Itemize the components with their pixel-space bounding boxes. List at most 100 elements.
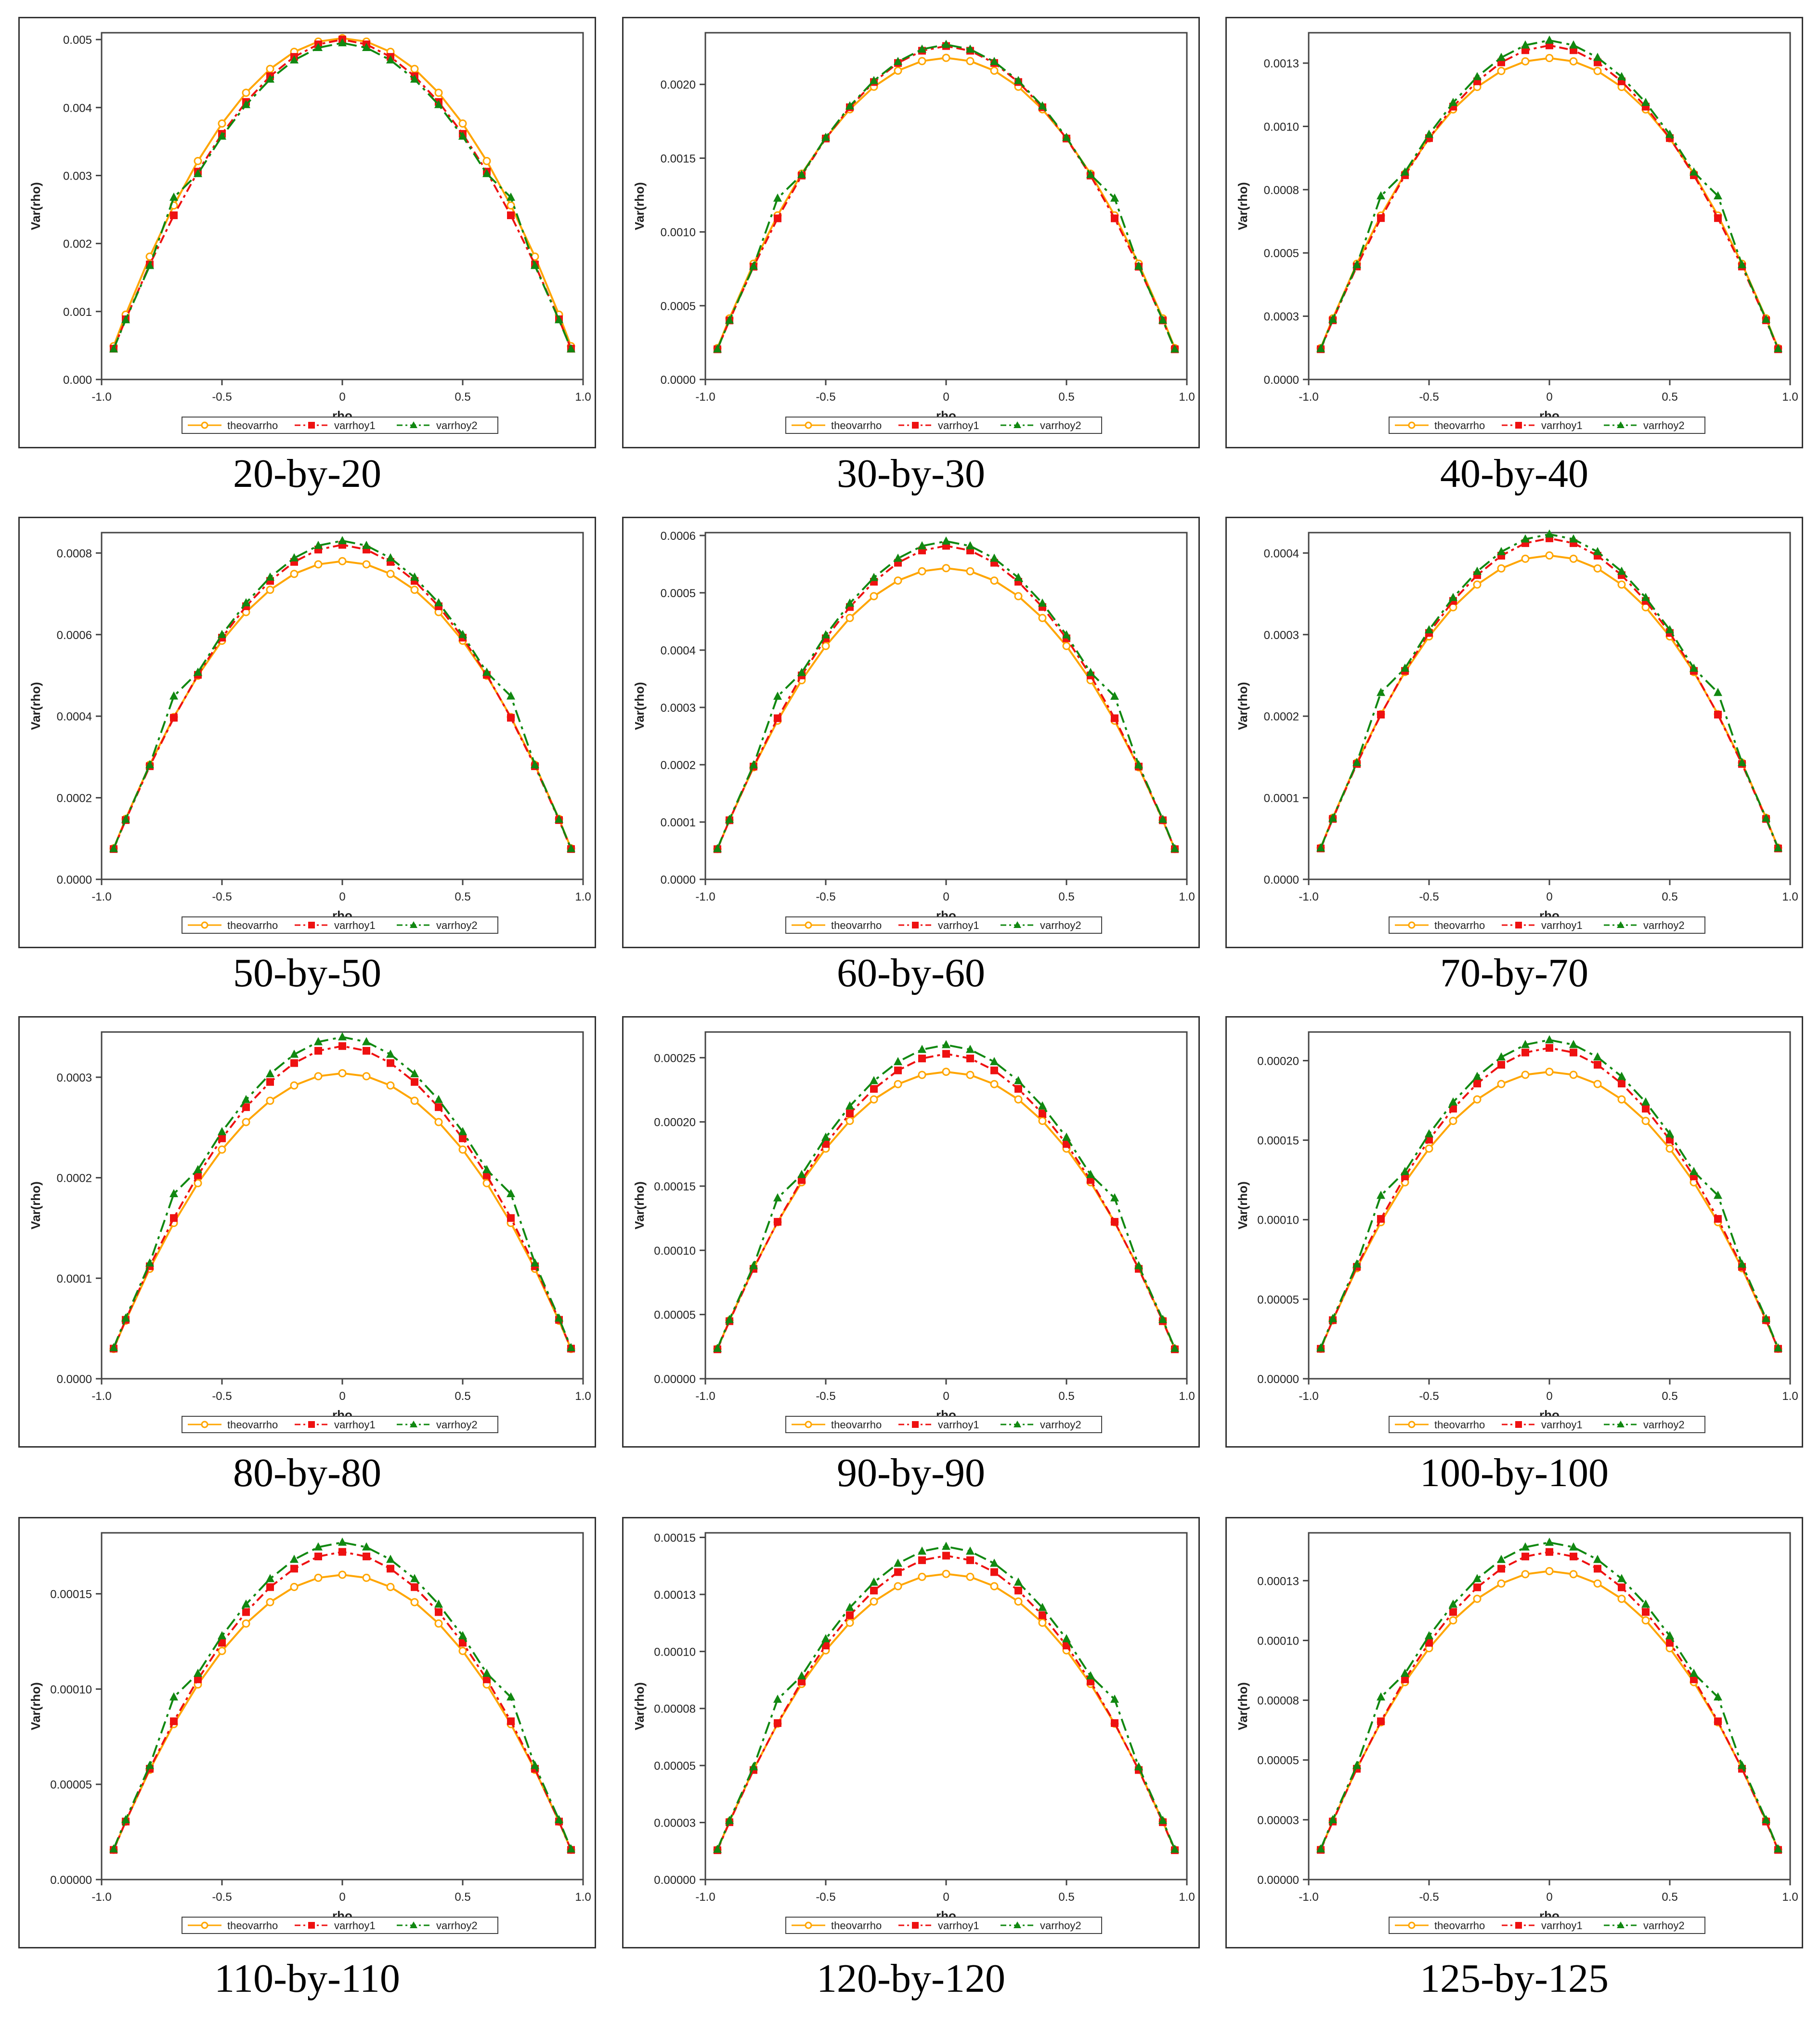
x-tick-label: 0 bbox=[1546, 1891, 1552, 1904]
x-tick-label: 1.0 bbox=[575, 391, 591, 404]
data-point-varrhoy1 bbox=[1087, 1176, 1094, 1184]
data-point-varrhoy2 bbox=[1328, 813, 1337, 822]
data-point-varrhoy2 bbox=[121, 1313, 130, 1322]
line-chart: 0.0000 0.0002 0.0004 0.0006 0.0008 -1.0 -0.5 0 0… bbox=[28, 532, 591, 934]
legend-label-varrhoy1: varrhoy1 bbox=[334, 419, 376, 431]
data-point-varrhoy2 bbox=[1714, 1692, 1722, 1701]
y-tick-label: 0.00020 bbox=[1257, 1055, 1299, 1068]
data-point-theovarrho bbox=[290, 1081, 299, 1090]
data-point-varrhoy2 bbox=[194, 1165, 202, 1174]
series-line-theovarrho bbox=[113, 560, 572, 849]
data-point-varrhoy2 bbox=[1617, 566, 1626, 575]
data-point-varrhoy2 bbox=[1641, 1097, 1650, 1106]
data-point-varrhoy2 bbox=[290, 55, 299, 64]
data-point-theovarrho bbox=[1521, 554, 1530, 563]
y-tick-label: 0.003 bbox=[63, 170, 92, 183]
data-point-theovarrho bbox=[1521, 1071, 1530, 1079]
data-point-varrhoy1 bbox=[1449, 1608, 1457, 1616]
y-tick-label: 0.00005 bbox=[1257, 1754, 1299, 1767]
legend: theovarrho varrhoy1 varrhoy2 bbox=[1389, 916, 1705, 934]
data-point-varrhoy2 bbox=[797, 1671, 806, 1680]
data-point-varrhoy1 bbox=[774, 214, 781, 222]
data-point-varrhoy1 bbox=[218, 1639, 226, 1647]
y-tick-label: 0.0001 bbox=[57, 1272, 92, 1285]
data-point-varrhoy1 bbox=[1401, 1675, 1409, 1684]
x-tick-label: 0.5 bbox=[1662, 1390, 1677, 1403]
data-point-varrhoy2 bbox=[121, 1815, 130, 1823]
data-point-varrhoy2 bbox=[242, 1599, 250, 1608]
data-point-varrhoy2 bbox=[109, 1343, 118, 1351]
data-point-varrhoy1 bbox=[1690, 1675, 1698, 1684]
data-point-varrhoy2 bbox=[1062, 1634, 1071, 1643]
data-point-theovarrho bbox=[1617, 1095, 1626, 1104]
y-tick-label: 0.00010 bbox=[1257, 1634, 1299, 1647]
data-point-theovarrho bbox=[314, 1573, 323, 1582]
data-point-theovarrho bbox=[942, 1569, 950, 1578]
data-point-varrhoy2 bbox=[1774, 843, 1782, 852]
series-theovarrho bbox=[713, 53, 1179, 353]
plot-area bbox=[704, 532, 1188, 880]
x-tick-label: -1.0 bbox=[695, 890, 715, 903]
series-theovarrho bbox=[109, 1069, 575, 1353]
y-tick-label: 0.004 bbox=[63, 102, 92, 115]
series-varrhoy1 bbox=[1317, 1548, 1782, 1854]
legend-marker-theovarrho bbox=[805, 1921, 812, 1929]
data-point-varrhoy2 bbox=[1497, 1052, 1506, 1061]
y-tick-label: 0.0000 bbox=[1264, 374, 1299, 387]
data-point-theovarrho bbox=[194, 1179, 202, 1188]
data-point-varrhoy2 bbox=[314, 1542, 323, 1551]
data-point-theovarrho bbox=[338, 1069, 347, 1078]
data-point-varrhoy1 bbox=[1377, 1215, 1385, 1223]
data-point-varrhoy1 bbox=[459, 1639, 467, 1647]
series-line-varrhoy2 bbox=[1320, 1039, 1779, 1349]
data-point-varrhoy2 bbox=[1521, 1542, 1530, 1551]
data-point-varrhoy1 bbox=[870, 1085, 878, 1093]
legend-marker-varrhoy2 bbox=[1014, 421, 1021, 428]
data-point-varrhoy2 bbox=[145, 760, 154, 769]
data-point-varrhoy1 bbox=[942, 1050, 950, 1058]
data-point-varrhoy2 bbox=[266, 572, 274, 581]
chart-caption: 125-by-125 bbox=[1420, 1956, 1609, 2001]
legend-label-varrhoy1: varrhoy1 bbox=[334, 1920, 376, 1932]
data-point-theovarrho bbox=[338, 1570, 347, 1579]
x-tick-label: 0 bbox=[339, 1891, 345, 1904]
data-point-varrhoy1 bbox=[1546, 1548, 1553, 1556]
data-point-varrhoy2 bbox=[507, 192, 515, 201]
chart-caption: 80-by-80 bbox=[233, 1450, 381, 1495]
y-tick-label: 0.00015 bbox=[50, 1588, 92, 1601]
data-point-varrhoy1 bbox=[483, 1675, 491, 1684]
data-point-varrhoy2 bbox=[338, 536, 347, 544]
x-tick-label: -0.5 bbox=[816, 1891, 835, 1904]
data-point-varrhoy2 bbox=[507, 1692, 515, 1701]
data-point-theovarrho bbox=[1497, 66, 1506, 75]
data-point-theovarrho bbox=[1449, 1616, 1457, 1625]
data-point-theovarrho bbox=[870, 592, 878, 601]
data-point-varrhoy1 bbox=[966, 1054, 974, 1062]
data-point-varrhoy1 bbox=[266, 1078, 274, 1086]
data-point-varrhoy2 bbox=[870, 573, 878, 581]
data-point-varrhoy1 bbox=[459, 1134, 467, 1142]
data-point-theovarrho bbox=[845, 614, 854, 622]
data-point-varrhoy2 bbox=[749, 1261, 758, 1269]
legend-marker-varrhoy1 bbox=[1515, 1421, 1522, 1428]
y-tick-label: 0.0000 bbox=[57, 874, 92, 887]
y-axis-label: Var(rho) bbox=[632, 182, 647, 230]
data-point-varrhoy2 bbox=[1425, 1631, 1433, 1640]
series-line-varrhoy1 bbox=[716, 545, 1176, 850]
series-line-varrhoy1 bbox=[716, 1555, 1176, 1851]
data-point-varrhoy1 bbox=[1425, 1639, 1433, 1647]
data-point-varrhoy2 bbox=[434, 100, 443, 108]
data-point-varrhoy2 bbox=[1641, 1599, 1650, 1608]
legend-marker-theovarrho bbox=[805, 921, 812, 929]
y-tick-label: 0.0013 bbox=[1264, 57, 1299, 70]
data-point-varrhoy2 bbox=[1738, 1761, 1746, 1769]
series-line-varrhoy1 bbox=[113, 39, 572, 349]
data-point-theovarrho bbox=[1497, 1080, 1506, 1088]
data-point-varrhoy2 bbox=[1328, 314, 1337, 323]
series-varrhoy1 bbox=[714, 42, 1179, 353]
y-tick-label: 0.000 bbox=[63, 374, 92, 387]
data-point-varrhoy1 bbox=[363, 1047, 370, 1055]
data-point-theovarrho bbox=[1545, 54, 1554, 63]
y-tick-label: 0.0004 bbox=[1264, 547, 1299, 560]
data-point-varrhoy2 bbox=[870, 1076, 878, 1084]
